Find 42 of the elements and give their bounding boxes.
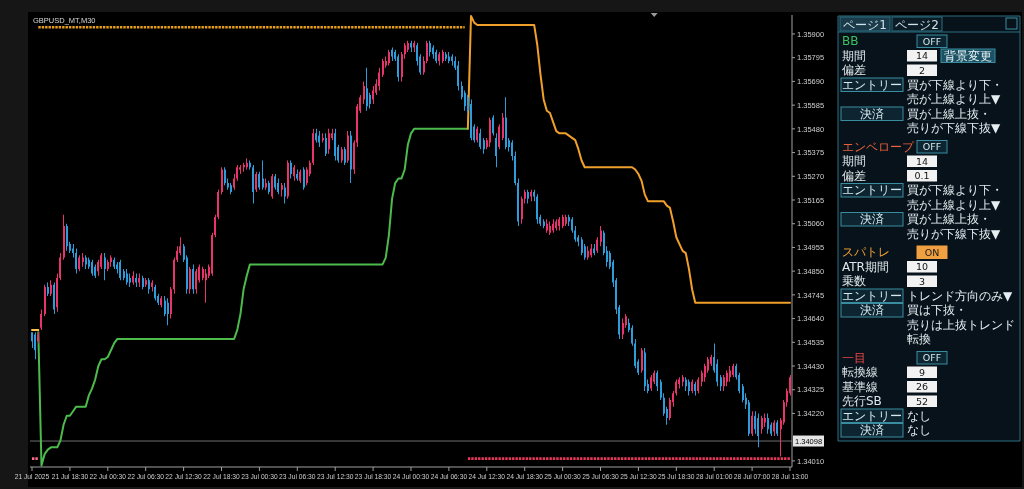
text: 乗数 (842, 274, 866, 288)
text: 買が下線より下・売が上線より上▼ (907, 183, 1003, 212)
text: 買が上線上抜・売りが下線下抜▼ (907, 106, 1001, 135)
text: エンベロープ (842, 139, 915, 154)
toggle-button: ON (916, 245, 948, 259)
tab: ページ2 (891, 16, 943, 32)
button: 決済 (840, 423, 904, 438)
button: 決済 (840, 106, 904, 121)
line-series (466, 14, 791, 304)
text: BB (842, 34, 859, 48)
text: トレンド方向のみ▼ (907, 288, 1013, 303)
text: 期間 (842, 154, 866, 168)
line-series (37, 127, 469, 467)
input-field: 10 (907, 261, 937, 273)
toggle-button: OFF (916, 140, 948, 154)
text: 転換線 (842, 365, 878, 379)
button: エントリー (840, 183, 904, 198)
button: 背景変更 (940, 48, 996, 63)
tab: ページ1 (839, 16, 891, 32)
text: なし (907, 408, 931, 423)
input-field: 0.1 (907, 170, 937, 182)
text: 偏差 (842, 63, 866, 77)
toggle-button: OFF (916, 351, 948, 365)
toggle-button: OFF (916, 34, 948, 48)
text: 買が上線上抜・売りが下線下抜▼ (907, 212, 1001, 241)
text: 基準線 (842, 379, 878, 394)
button: エントリー (840, 408, 904, 423)
text: 期間 (842, 48, 866, 63)
button: 決済 (840, 212, 904, 227)
text: 先行SB (842, 394, 882, 408)
text: 買が下線より下・売が上線より上▼ (907, 77, 1003, 106)
button: 決済 (840, 303, 904, 318)
text: なし (907, 423, 931, 437)
text: 一目 (842, 350, 866, 365)
button: エントリー (840, 77, 904, 92)
button: エントリー (840, 288, 904, 303)
text: 偏差 (842, 168, 866, 183)
text: 買は下抜・売りは上抜トレンド転換 (907, 303, 1015, 346)
input-field: 26 (907, 381, 937, 393)
text: スパトレ (842, 245, 890, 259)
text: ATR期間 (842, 259, 889, 274)
input-field: 14 (907, 50, 937, 62)
